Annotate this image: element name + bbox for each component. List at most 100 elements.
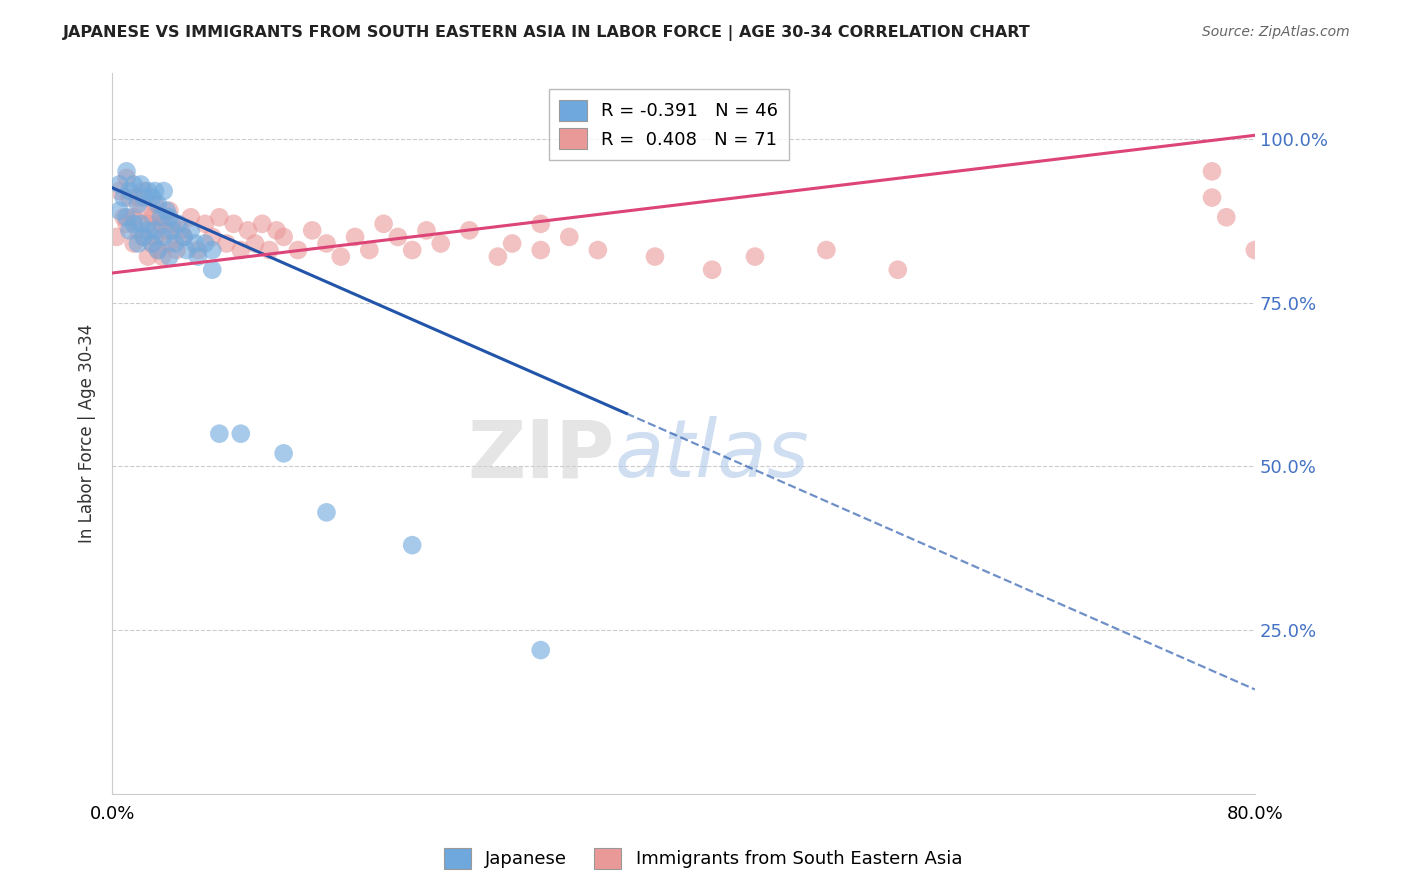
- Point: [132, 230, 155, 244]
- Point: [150, 250, 173, 264]
- Point: [157, 236, 180, 251]
- Point: [387, 230, 409, 244]
- Point: [166, 243, 188, 257]
- Point: [887, 262, 910, 277]
- Point: [141, 236, 163, 251]
- Point: [187, 243, 209, 257]
- Legend: R = -0.391   N = 46, R =  0.408   N = 71: R = -0.391 N = 46, R = 0.408 N = 71: [548, 89, 789, 160]
- Point: [136, 223, 159, 237]
- Point: [301, 223, 323, 237]
- Point: [136, 217, 159, 231]
- Point: [344, 230, 367, 244]
- Point: [155, 203, 177, 218]
- Point: [127, 191, 149, 205]
- Point: [208, 211, 231, 225]
- Point: [558, 230, 581, 244]
- Point: [105, 230, 128, 244]
- Point: [129, 217, 152, 231]
- Point: [194, 236, 217, 251]
- Point: [250, 217, 273, 231]
- Point: [155, 223, 177, 237]
- Point: [530, 243, 553, 257]
- Point: [173, 230, 195, 244]
- Point: [118, 223, 141, 237]
- Point: [187, 250, 209, 264]
- Point: [146, 197, 169, 211]
- Point: [122, 236, 145, 251]
- Point: [143, 184, 166, 198]
- Point: [132, 230, 155, 244]
- Point: [122, 211, 145, 225]
- Point: [108, 178, 131, 192]
- Point: [152, 230, 174, 244]
- Point: [112, 191, 135, 205]
- Point: [149, 211, 172, 225]
- Point: [108, 184, 131, 198]
- Point: [157, 203, 180, 218]
- Point: [112, 211, 135, 225]
- Point: [141, 191, 163, 205]
- Point: [118, 191, 141, 205]
- Point: [180, 223, 202, 237]
- Point: [1201, 191, 1223, 205]
- Point: [122, 217, 145, 231]
- Point: [122, 178, 145, 192]
- Point: [160, 217, 183, 231]
- Text: ZIP: ZIP: [468, 417, 614, 494]
- Point: [229, 426, 252, 441]
- Text: JAPANESE VS IMMIGRANTS FROM SOUTH EASTERN ASIA IN LABOR FORCE | AGE 30-34 CORREL: JAPANESE VS IMMIGRANTS FROM SOUTH EASTER…: [63, 25, 1031, 41]
- Point: [236, 223, 259, 237]
- Point: [415, 223, 437, 237]
- Point: [136, 184, 159, 198]
- Point: [287, 243, 309, 257]
- Point: [315, 236, 337, 251]
- Point: [132, 191, 155, 205]
- Point: [501, 236, 523, 251]
- Legend: Japanese, Immigrants from South Eastern Asia: Japanese, Immigrants from South Eastern …: [436, 840, 970, 876]
- Point: [143, 223, 166, 237]
- Point: [160, 223, 183, 237]
- Point: [458, 223, 481, 237]
- Point: [157, 250, 180, 264]
- Point: [115, 211, 138, 225]
- Point: [429, 236, 451, 251]
- Point: [815, 243, 838, 257]
- Text: atlas: atlas: [614, 417, 810, 494]
- Point: [1201, 164, 1223, 178]
- Point: [152, 184, 174, 198]
- Point: [1244, 243, 1267, 257]
- Point: [273, 230, 295, 244]
- Point: [115, 164, 138, 178]
- Point: [118, 184, 141, 198]
- Point: [180, 211, 202, 225]
- Point: [201, 230, 224, 244]
- Point: [266, 223, 288, 237]
- Point: [170, 223, 193, 237]
- Point: [132, 184, 155, 198]
- Point: [127, 223, 149, 237]
- Point: [486, 250, 509, 264]
- Point: [150, 217, 173, 231]
- Point: [222, 217, 245, 231]
- Point: [127, 236, 149, 251]
- Point: [115, 170, 138, 185]
- Point: [243, 236, 266, 251]
- Point: [143, 230, 166, 244]
- Point: [644, 250, 666, 264]
- Point: [700, 262, 723, 277]
- Point: [141, 211, 163, 225]
- Point: [146, 243, 169, 257]
- Point: [373, 217, 395, 231]
- Point: [143, 197, 166, 211]
- Point: [401, 538, 423, 552]
- Point: [136, 250, 159, 264]
- Point: [165, 236, 187, 251]
- Point: [201, 243, 224, 257]
- Point: [259, 243, 281, 257]
- Point: [115, 217, 138, 231]
- Point: [129, 178, 152, 192]
- Point: [359, 243, 381, 257]
- Point: [157, 211, 180, 225]
- Point: [744, 250, 766, 264]
- Point: [315, 505, 337, 519]
